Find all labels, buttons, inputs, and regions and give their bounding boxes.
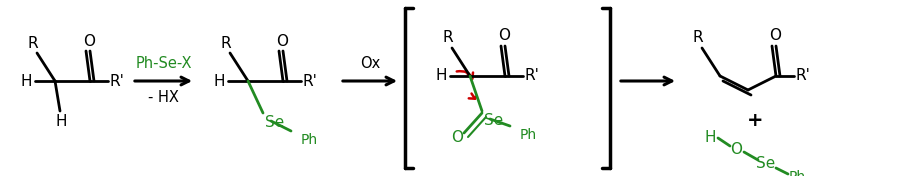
FancyArrowPatch shape bbox=[469, 93, 476, 99]
Text: H: H bbox=[704, 130, 716, 146]
Text: R': R' bbox=[524, 68, 540, 83]
Text: O: O bbox=[498, 29, 510, 43]
Text: O: O bbox=[83, 33, 95, 49]
Text: H: H bbox=[20, 74, 32, 89]
Text: Se: Se bbox=[484, 113, 503, 128]
Text: - HX: - HX bbox=[148, 90, 179, 105]
Text: Ph: Ph bbox=[301, 133, 319, 147]
Text: Se: Se bbox=[265, 115, 285, 130]
Text: R': R' bbox=[109, 74, 125, 89]
Text: O: O bbox=[769, 29, 781, 43]
Text: R': R' bbox=[303, 74, 318, 89]
Text: Ph: Ph bbox=[789, 170, 806, 176]
Text: R: R bbox=[442, 30, 453, 46]
Text: O: O bbox=[451, 130, 463, 144]
Text: R: R bbox=[28, 36, 39, 51]
Text: H: H bbox=[435, 68, 447, 83]
Text: +: + bbox=[746, 112, 763, 130]
Text: Ph: Ph bbox=[520, 128, 537, 142]
Text: R: R bbox=[693, 30, 703, 46]
Text: R: R bbox=[220, 36, 231, 51]
FancyArrowPatch shape bbox=[457, 71, 473, 79]
Text: H: H bbox=[55, 114, 67, 128]
Text: R': R' bbox=[796, 68, 811, 83]
Text: H: H bbox=[213, 74, 225, 89]
Text: Ph-Se-X: Ph-Se-X bbox=[135, 55, 192, 71]
Text: O: O bbox=[276, 33, 288, 49]
Text: Ox: Ox bbox=[360, 55, 380, 71]
Text: O: O bbox=[730, 143, 742, 158]
Text: Se: Se bbox=[756, 156, 776, 171]
